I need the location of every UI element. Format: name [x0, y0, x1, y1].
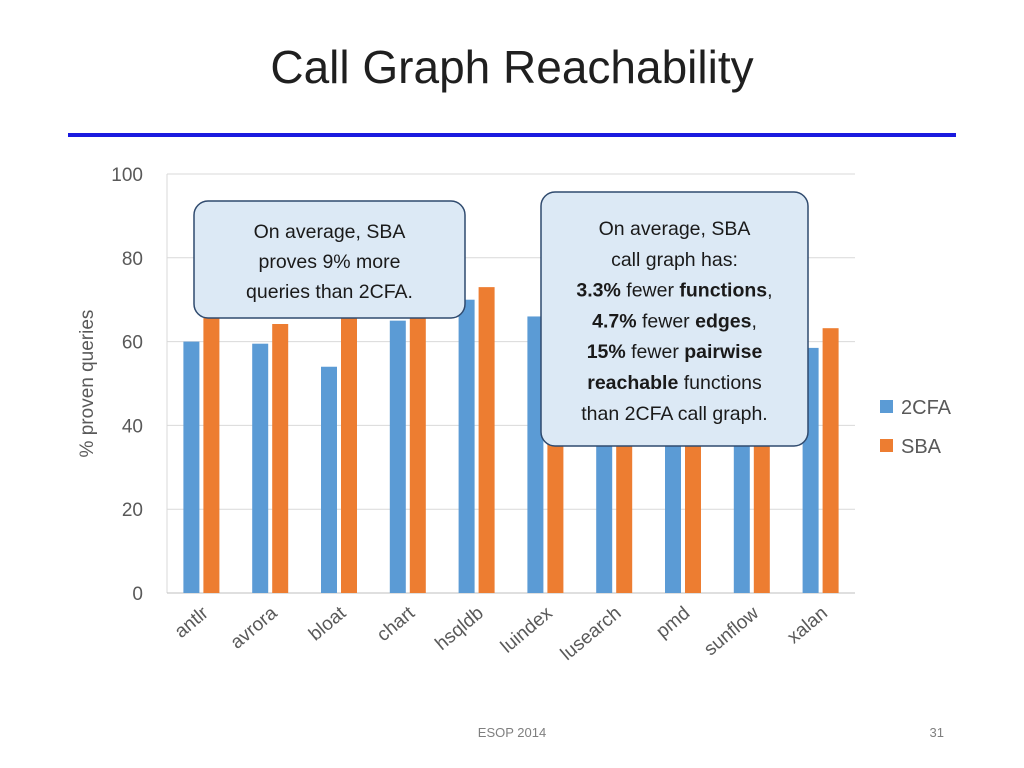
x-tick-label: bloat: [305, 602, 351, 645]
x-tick-label: hsqldb: [431, 603, 487, 655]
legend-label: SBA: [901, 436, 942, 458]
bar-sba-luindex: [547, 425, 564, 593]
callout-text-segment: functions: [678, 372, 762, 394]
y-tick-label: 0: [132, 584, 143, 605]
callout-text-segment: 4.7%: [592, 310, 636, 332]
callout-text-segment: ,: [751, 310, 756, 332]
callout-text-segment: 15%: [587, 341, 626, 363]
bar-sba-xalan: [822, 328, 839, 593]
bar-2cfa-luindex: [527, 316, 544, 593]
bar-2cfa-avrora: [252, 343, 269, 593]
x-tick-label: pmd: [652, 603, 694, 643]
x-tick-label: xalan: [784, 603, 832, 648]
slide-title: Call Graph Reachability: [270, 41, 754, 93]
callout-text-segment: pairwise: [684, 341, 762, 363]
callout-text-segment: edges: [695, 310, 752, 332]
callout-text-segment: call graph has:: [611, 249, 738, 271]
x-tick-label: lusearch: [557, 603, 626, 665]
bar-sba-antlr: [203, 316, 220, 593]
x-tick-label: chart: [373, 602, 419, 646]
callout-text-segment: On average, SBA: [599, 218, 751, 240]
callout-text-segment: than 2CFA call graph.: [581, 403, 767, 425]
bar-2cfa-bloat: [321, 366, 337, 593]
callout-line: On average, SBA: [254, 221, 406, 243]
x-tick-label: luindex: [497, 602, 557, 657]
bar-sba-lusearch: [616, 429, 633, 593]
y-tick-label: 40: [122, 416, 143, 437]
legend-label: 2CFA: [901, 397, 952, 419]
callout-line: than 2CFA call graph.: [581, 403, 767, 425]
callout-text-segment: proves 9% more: [259, 251, 401, 273]
bar-2cfa-lusearch: [596, 429, 613, 593]
page-number: 31: [929, 725, 944, 740]
callout-text-segment: fewer: [637, 310, 696, 332]
x-tick-label: sunflow: [700, 603, 763, 661]
callout-line: 3.3% fewer functions,: [576, 280, 772, 302]
bar-2cfa-pmd: [665, 429, 681, 593]
callout-line: proves 9% more: [259, 251, 401, 273]
callout-line: reachable functions: [587, 372, 762, 394]
title-rule: [68, 133, 956, 137]
callout-box: [540, 191, 809, 447]
callout-text-segment: reachable: [587, 372, 678, 394]
callout-text-segment: ,: [767, 280, 772, 302]
bar-2cfa-antlr: [183, 341, 200, 593]
bar-sba-chart: [409, 316, 426, 593]
callout-box: [193, 200, 466, 319]
y-tick-label: 80: [122, 249, 143, 270]
x-tick-label: avrora: [227, 602, 282, 653]
bar-2cfa-chart: [389, 320, 406, 593]
bar-sba-sunflow: [753, 429, 770, 593]
y-tick-label: 60: [122, 333, 143, 354]
y-tick-label: 100: [111, 165, 143, 186]
callout-text-segment: 3.3%: [576, 280, 620, 302]
legend-swatch: [880, 400, 893, 413]
y-tick-label: 20: [122, 500, 143, 521]
y-axis-title: % proven queries: [77, 310, 98, 458]
bar-2cfa-sunflow: [733, 429, 750, 593]
bar-sba-hsqldb: [478, 287, 495, 593]
callout-text-segment: functions: [679, 280, 767, 302]
bar-sba-avrora: [272, 324, 289, 593]
x-tick-label: antlr: [171, 602, 213, 642]
bar-sba-pmd: [685, 429, 701, 593]
callout-line: call graph has:: [611, 249, 738, 271]
callout-line: 15% fewer pairwise: [587, 341, 763, 363]
callout-text-segment: fewer: [626, 341, 685, 363]
callout-text-segment: queries than 2CFA.: [246, 281, 413, 303]
callout-line: 4.7% fewer edges,: [592, 310, 757, 332]
callout-line: queries than 2CFA.: [246, 281, 413, 303]
legend-swatch: [880, 439, 893, 452]
bar-2cfa-hsqldb: [458, 299, 475, 593]
callout-line: On average, SBA: [599, 218, 751, 240]
callout-text-segment: fewer: [621, 280, 680, 302]
callout-text-segment: On average, SBA: [254, 221, 406, 243]
footer-text: ESOP 2014: [477, 725, 547, 740]
bar-sba-bloat: [341, 316, 357, 593]
